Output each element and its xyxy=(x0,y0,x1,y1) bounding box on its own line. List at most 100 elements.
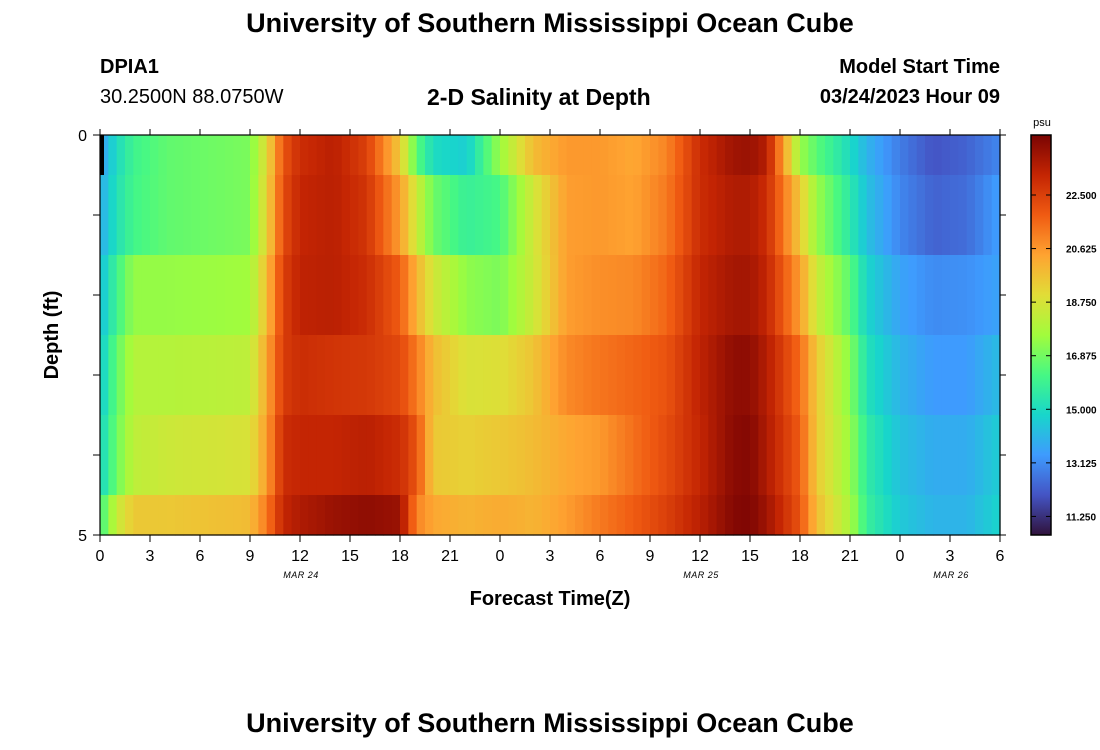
heatmap-cell xyxy=(983,415,993,496)
heatmap-cell xyxy=(841,335,851,416)
heatmap-cell xyxy=(208,135,218,176)
heatmap-cell xyxy=(516,415,526,496)
heatmap-cell xyxy=(166,175,176,256)
heatmap-cell xyxy=(783,135,793,176)
heatmap-cell xyxy=(516,175,526,256)
heatmap-cell xyxy=(550,175,559,256)
heatmap-cell xyxy=(550,335,559,416)
heatmap-cell xyxy=(108,255,118,336)
heatmap-cell xyxy=(416,255,426,336)
heatmap-cell xyxy=(208,415,218,496)
heatmap-cell xyxy=(841,135,851,176)
heatmap-cell xyxy=(616,135,626,176)
heatmap-cell xyxy=(341,415,351,496)
heatmap-cell xyxy=(683,255,693,336)
heatmap-cell xyxy=(216,135,226,176)
heatmap-cell xyxy=(400,495,409,536)
heatmap-cell xyxy=(283,175,293,256)
station-id: DPIA1 xyxy=(100,56,159,78)
heatmap-cell xyxy=(925,495,934,536)
heatmap-cell xyxy=(283,415,293,496)
heatmap-cell xyxy=(958,335,968,416)
x-tick-label: 18 xyxy=(791,548,809,565)
heatmap-cell xyxy=(866,135,876,176)
colorbar-scale xyxy=(1030,134,1052,536)
heatmap-cell xyxy=(708,495,718,536)
heatmap-cell xyxy=(691,255,701,336)
heatmap-cell xyxy=(825,335,834,416)
heatmap-cell xyxy=(975,255,984,336)
heatmap-cell xyxy=(666,255,676,336)
x-tick-label: 6 xyxy=(596,548,605,565)
heatmap-cell xyxy=(941,255,951,336)
heatmap-cell xyxy=(991,135,1001,176)
heatmap-cell xyxy=(550,255,559,336)
heatmap-cell xyxy=(633,415,643,496)
heatmap-cell xyxy=(300,255,309,336)
heatmap-cell xyxy=(766,495,776,536)
heatmap-cell xyxy=(408,175,418,256)
x-tick-label: 15 xyxy=(341,548,359,565)
heatmap-cell xyxy=(333,335,343,416)
heatmap-cell xyxy=(816,175,826,256)
heatmap-cell xyxy=(616,175,626,256)
heatmap-cell xyxy=(966,415,976,496)
heatmap-cell xyxy=(916,335,926,416)
heatmap-cell xyxy=(800,335,809,416)
heatmap-cell xyxy=(950,255,959,336)
heatmap-cell xyxy=(858,175,868,256)
heatmap-cell xyxy=(291,135,301,176)
heatmap-cell xyxy=(900,495,909,536)
heatmap-cell xyxy=(791,495,801,536)
heatmap-cell xyxy=(566,415,576,496)
heatmap-cell xyxy=(491,335,501,416)
heatmap-cell xyxy=(683,495,693,536)
heatmap-cell xyxy=(950,415,959,496)
model-start-label: Model Start Time xyxy=(839,56,1000,78)
heatmap-cell xyxy=(308,495,318,536)
heatmap-cell xyxy=(125,255,134,336)
x-tick-label: 9 xyxy=(646,548,655,565)
heatmap-cell xyxy=(783,255,793,336)
heatmap-cell xyxy=(500,255,509,336)
heatmap-cell xyxy=(125,495,134,536)
heatmap-cell xyxy=(833,335,843,416)
heatmap-cell xyxy=(958,255,968,336)
heatmap-cell xyxy=(125,335,134,416)
heatmap-cell xyxy=(191,335,201,416)
heatmap-cell xyxy=(175,175,184,256)
heatmap-cell xyxy=(883,135,893,176)
heatmap-cell xyxy=(975,175,984,256)
heatmap-cell xyxy=(750,175,759,256)
heatmap-cell xyxy=(625,255,634,336)
heatmap-cell xyxy=(508,135,518,176)
heatmap-cell xyxy=(600,135,609,176)
heatmap-cell xyxy=(150,335,159,416)
heatmap-cell xyxy=(283,255,293,336)
heatmap-cell xyxy=(633,335,643,416)
heatmap-cell xyxy=(925,135,934,176)
heatmap-cell xyxy=(166,135,176,176)
heatmap-cell xyxy=(716,255,726,336)
heatmap-cell xyxy=(475,175,484,256)
heatmap-cell xyxy=(833,175,843,256)
heatmap-cell xyxy=(200,175,209,256)
heatmap-cell xyxy=(800,135,809,176)
heatmap-cell xyxy=(616,495,626,536)
plot-title: University of Southern Mississippi Ocean… xyxy=(246,8,854,38)
heatmap-cell xyxy=(500,495,509,536)
heatmap-cell xyxy=(775,495,784,536)
heatmap-cell xyxy=(925,415,934,496)
heatmap-cell xyxy=(466,175,476,256)
date-label: MAR 25 xyxy=(683,570,719,580)
heatmap-cell xyxy=(241,495,251,536)
x-tick-label: 6 xyxy=(996,548,1005,565)
heatmap-cell xyxy=(341,135,351,176)
heatmap-cell xyxy=(666,135,676,176)
heatmap-cell xyxy=(841,255,851,336)
heatmap-cell xyxy=(366,495,376,536)
heatmap-cell xyxy=(358,175,368,256)
heatmap-cell xyxy=(450,495,459,536)
heatmap-cell xyxy=(275,255,284,336)
heatmap-cell xyxy=(725,335,734,416)
